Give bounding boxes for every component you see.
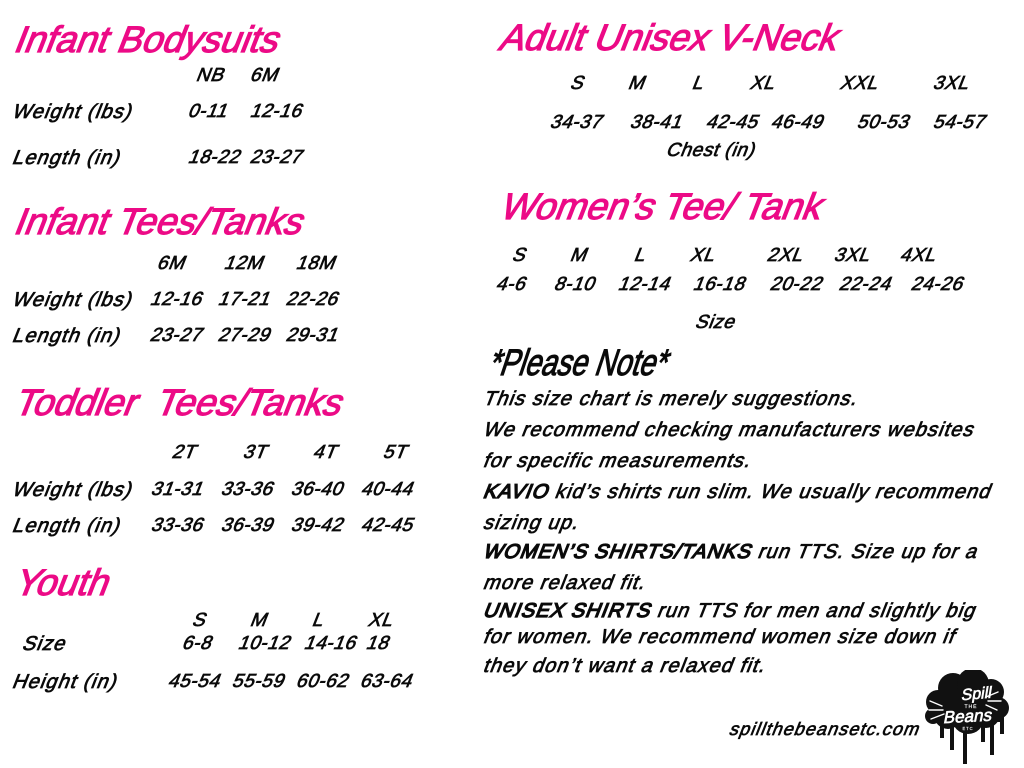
- svg-text:ETC: ETC: [963, 726, 974, 731]
- svg-text:Beans: Beans: [942, 706, 993, 728]
- svg-text:Spill: Spill: [960, 685, 994, 705]
